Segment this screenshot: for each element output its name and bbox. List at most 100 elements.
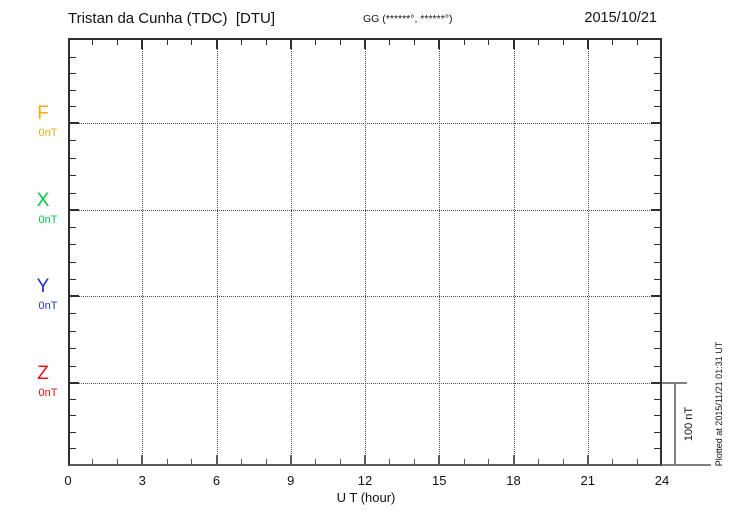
top-axis-tick [215,40,218,49]
bottom-axis-tick [117,459,118,464]
right-axis-tick [654,106,660,108]
left-axis-tick [70,431,76,433]
hour-gridline-3 [142,40,144,464]
left-axis-tick [70,175,76,177]
component-baseline-label-F: 0nT [38,127,58,139]
bottom-axis-tick [92,459,94,464]
right-axis-tick [654,278,660,280]
x-tick-label-15: 15 [432,473,447,488]
top-axis-tick [612,40,613,45]
bottom-axis-tick [141,455,144,464]
left-axis-tick [70,447,76,449]
bottom-axis-tick [612,459,613,464]
right-axis-tick [654,73,660,75]
x-tick-label-12: 12 [357,473,373,488]
top-axis-tick [92,40,94,45]
coordinates-label: GG (******°, ******°) [363,13,453,25]
right-axis-tick [654,330,660,332]
left-axis-tick [70,192,76,194]
bottom-axis-tick [315,459,316,464]
left-axis-major-tick [70,382,79,384]
hour-gridline-18 [513,40,515,464]
hour-gridline-6 [216,40,218,464]
bottom-axis-tick [166,459,168,464]
right-axis-tick [654,244,660,246]
right-axis-tick [654,56,660,58]
left-axis-major-tick [70,209,79,211]
left-axis-tick [70,261,76,263]
component-label-X: X [36,190,50,211]
component-baseline-label-Z: 0nT [38,387,58,399]
page-title: Tristan da Cunha (TDC) [DTU] [68,10,275,27]
bottom-axis-tick [289,455,292,464]
x-tick-label-18: 18 [506,473,521,488]
top-axis-tick [438,40,441,49]
bottom-axis-tick [438,455,441,464]
bottom-axis-tick [463,459,465,464]
bottom-axis-tick [562,459,564,464]
x-tick-label-21: 21 [580,473,595,488]
hour-gridline-12 [365,40,366,464]
left-axis-major-tick [70,295,79,297]
left-axis-tick [70,330,76,332]
left-axis-tick [70,365,76,367]
right-axis-tick [654,431,660,433]
left-axis-tick [70,89,76,91]
bottom-axis-tick [364,455,366,464]
bottom-axis-tick [240,459,242,464]
bottom-axis-tick [265,459,267,464]
right-axis-major-tick [651,122,660,124]
top-axis-tick [414,40,415,45]
left-axis-tick [70,73,76,75]
bottom-axis-tick [586,455,589,464]
hour-gridline-15 [439,40,441,464]
bottom-axis-tick [191,459,193,464]
component-label-Z: Z [37,363,49,384]
right-axis-major-tick [651,382,660,384]
scale-bar-bottom-line [662,464,711,466]
x-tick-label-6: 6 [212,473,221,488]
right-axis-tick [654,175,660,177]
bottom-axis-tick [488,459,490,464]
component-baseline-label-Y: 0nT [38,300,58,312]
top-axis-tick [191,40,193,45]
right-axis-tick [654,447,660,449]
top-axis-tick [117,40,118,45]
bottom-axis-tick [215,455,218,464]
left-axis-tick [70,56,76,58]
bottom-axis-tick [414,459,415,464]
x-tick-label-24: 24 [654,473,670,488]
x-tick-label-0: 0 [64,473,72,488]
top-axis-tick [463,40,465,45]
right-axis-tick [654,365,660,367]
x-axis-label: U T (hour) [336,490,396,505]
top-axis-tick [364,40,366,49]
right-axis-tick [654,89,660,91]
left-axis-tick [70,106,76,108]
top-axis-tick [240,40,242,45]
left-axis-tick [70,415,76,417]
plot-timestamp: Plotted at 2015/11/21 01:31 UT [714,341,724,467]
component-baseline-label-X: 0nT [38,214,58,226]
right-axis-tick [654,140,660,142]
bottom-axis-tick [512,455,515,464]
bottom-axis-tick [339,459,341,464]
component-label-F: F [37,103,49,124]
x-tick-label-3: 3 [138,473,146,488]
left-axis-tick [70,348,76,350]
left-axis-tick [70,313,76,315]
left-axis-tick [70,157,76,159]
left-axis-major-tick [70,122,79,124]
left-axis-tick [70,244,76,246]
right-axis-tick [654,313,660,315]
left-axis-tick [70,140,76,142]
bottom-axis-tick [537,459,539,464]
top-axis-tick [339,40,341,45]
hour-gridline-9 [290,40,292,464]
top-axis-tick [562,40,564,45]
top-axis-tick [141,40,144,49]
left-axis-tick [70,227,76,229]
right-axis-major-tick [651,295,660,297]
right-axis-tick [654,348,660,350]
